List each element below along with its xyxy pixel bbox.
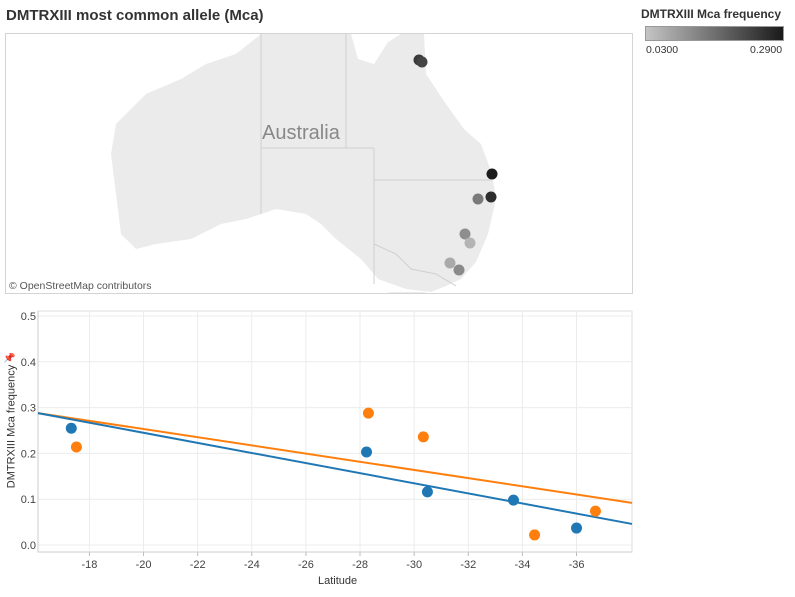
x-tick-label: -22 xyxy=(190,559,206,570)
australia-map xyxy=(111,34,498,293)
y-axis-label: DMTRXIII Mca frequency xyxy=(5,364,18,489)
data-point-blue[interactable] xyxy=(361,446,373,458)
x-tick-label: -30 xyxy=(406,559,422,570)
data-point-orange[interactable] xyxy=(529,529,541,541)
data-point-blue[interactable] xyxy=(421,486,433,498)
map-marker[interactable] xyxy=(416,56,428,68)
map-marker[interactable] xyxy=(459,228,471,240)
x-tick-label: -32 xyxy=(460,559,476,570)
trend-line-blue[interactable] xyxy=(37,412,633,525)
y-tick-label: 0.4 xyxy=(21,357,36,369)
data-point-orange[interactable] xyxy=(362,407,374,419)
legend-title: DMTRXIII Mca frequency xyxy=(641,7,782,21)
x-tick-label: -28 xyxy=(352,559,368,570)
y-tick-label: 0.0 xyxy=(21,540,36,552)
data-point-blue[interactable] xyxy=(507,494,519,506)
y-tick-label: 0.1 xyxy=(21,494,36,506)
color-legend-gradient xyxy=(645,26,784,41)
y-tick-label: 0.5 xyxy=(21,311,36,323)
x-tick-label: -24 xyxy=(244,559,260,570)
x-tick-label: -36 xyxy=(569,559,585,570)
map-marker[interactable] xyxy=(453,264,465,276)
x-tick-label: -18 xyxy=(81,559,97,570)
country-label: Australia xyxy=(262,122,340,144)
x-axis-label: Latitude xyxy=(318,575,358,587)
trend-line-orange[interactable] xyxy=(37,412,633,504)
dashboard-title: DMTRXIII most common allele (Mca) xyxy=(6,7,264,24)
map-marker[interactable] xyxy=(444,257,456,269)
data-point-orange[interactable] xyxy=(70,441,82,453)
pin-icon[interactable]: 📌 xyxy=(3,353,16,364)
scatter-plot[interactable]: 0.0 0.1 0.2 0.3 0.4 0.5 -18 -20 -22 -24 -26 -28 -30 -… xyxy=(0,300,640,570)
map-marker[interactable] xyxy=(486,168,498,180)
plot-area xyxy=(37,310,633,553)
x-tick-label: -34 xyxy=(514,559,530,570)
data-point-orange[interactable] xyxy=(589,505,601,517)
map-marker[interactable] xyxy=(485,191,497,203)
legend-min: 0.0300 xyxy=(646,44,679,56)
map-view[interactable]: Australia © OpenStreetMap contributors xyxy=(5,33,633,294)
y-tick-label: 0.3 xyxy=(21,403,36,415)
data-point-orange[interactable] xyxy=(417,431,429,443)
map-marker[interactable] xyxy=(472,193,484,205)
x-tick-label: -20 xyxy=(136,559,152,570)
map-marker[interactable] xyxy=(464,237,476,249)
data-point-blue[interactable] xyxy=(65,422,77,434)
tasmania xyxy=(388,292,426,293)
state-borders xyxy=(260,34,491,287)
x-tick-label: -26 xyxy=(298,559,314,570)
data-point-blue[interactable] xyxy=(571,522,583,534)
australia-landmass xyxy=(111,34,496,292)
y-tick-label: 0.2 xyxy=(21,448,36,460)
map-attribution[interactable]: © OpenStreetMap contributors xyxy=(9,280,152,292)
legend-max: 0.2900 xyxy=(750,44,783,56)
